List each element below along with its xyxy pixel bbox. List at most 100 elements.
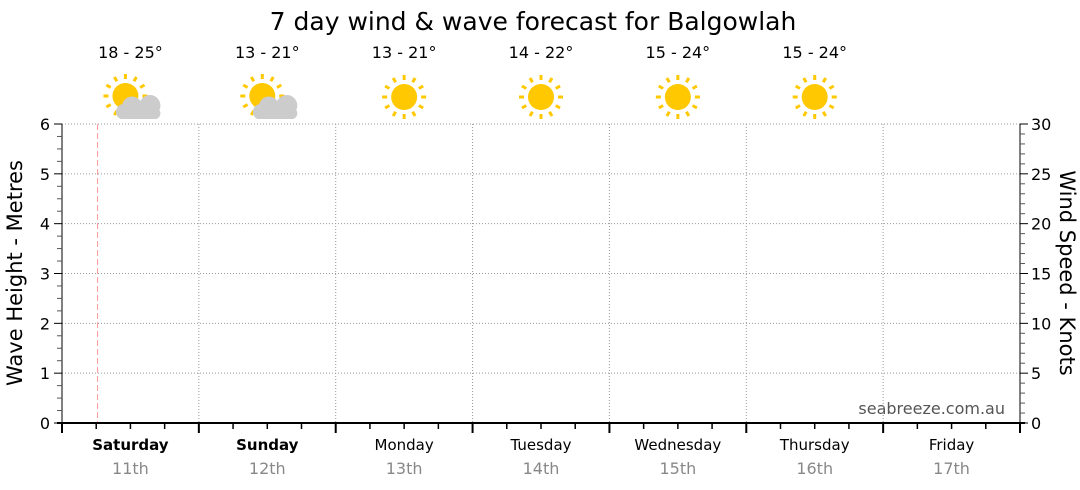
sun-ray (391, 77, 397, 84)
sun-disc (391, 84, 418, 110)
sunny-icon (655, 75, 700, 119)
sunny-icon (519, 75, 563, 119)
day-saturday: Saturday 11th 18 - 25° (92, 43, 169, 478)
sun-disc (801, 84, 828, 110)
sun-disc (528, 84, 554, 110)
y-tick-label: 4 (40, 215, 50, 234)
day-date: 17th (933, 459, 970, 478)
day-monday: Monday 13th 13 - 21° (372, 43, 437, 478)
y2-tick-label: 25 (1031, 165, 1051, 184)
sun-ray (528, 77, 534, 84)
y2-tick-label: 20 (1031, 215, 1051, 234)
sun-ray (411, 110, 417, 117)
y2-tick-label: 30 (1031, 115, 1051, 134)
sun-ray (821, 110, 828, 117)
sunny-icon (792, 75, 837, 119)
sun-ray (113, 76, 119, 83)
sun-ray (828, 104, 835, 110)
sun-ray (105, 83, 112, 89)
day-temperature: 13 - 21° (372, 43, 437, 62)
sun-ray (528, 110, 534, 117)
y2-tick-label: 0 (1031, 414, 1041, 433)
day-name: Thursday (779, 436, 850, 454)
sun-ray (384, 104, 391, 110)
day-date: 15th (659, 459, 696, 478)
sun-ray (802, 77, 808, 84)
y2-tick-label: 10 (1031, 314, 1051, 333)
y-tick-label: 2 (40, 314, 50, 333)
day-wednesday: Wednesday 15th 15 - 24° (634, 43, 721, 478)
day-name: Friday (929, 436, 975, 454)
day-sunday: Sunday 12th 13 - 21° (235, 43, 300, 478)
sun-ray (828, 84, 835, 90)
sun-ray (276, 83, 283, 89)
y-tick-label: 3 (40, 265, 50, 284)
sun-ray (249, 76, 256, 83)
y-axis-label: Wave Height - Metres (3, 160, 27, 386)
y-tick-label: 5 (40, 165, 50, 184)
day-temperature: 13 - 21° (235, 43, 300, 62)
sun-ray (554, 104, 561, 110)
sun-ray (418, 104, 424, 110)
sun-ray (521, 84, 528, 90)
sun-ray (691, 84, 698, 90)
sun-ray (242, 83, 249, 89)
day-name: Tuesday (509, 436, 571, 454)
day-temperature: 18 - 25° (98, 43, 163, 62)
day-date: 14th (523, 459, 560, 478)
day-date: 13th (386, 459, 423, 478)
sun-ray (105, 103, 112, 109)
sun-ray (658, 84, 664, 90)
sun-ray (794, 104, 801, 110)
sun-ray (411, 77, 417, 84)
partly-cloudy-icon (240, 74, 298, 119)
day-date: 12th (249, 459, 286, 478)
sun-ray (418, 84, 424, 90)
sun-ray (521, 104, 528, 110)
sun-ray (794, 84, 801, 90)
sun-ray (132, 76, 138, 83)
day-name: Wednesday (634, 436, 721, 454)
sun-ray (548, 110, 554, 117)
y2-tick-label: 5 (1031, 364, 1041, 383)
sun-ray (802, 110, 808, 117)
sun-ray (391, 110, 397, 117)
cloud-shape (252, 94, 298, 119)
sun-ray (384, 84, 391, 90)
day-friday: Friday 17th (929, 436, 975, 478)
sun-ray (665, 110, 671, 117)
day-tuesday: Tuesday 14th 14 - 22° (509, 43, 574, 478)
sun-ray (242, 103, 249, 109)
day-name: Sunday (236, 436, 299, 454)
sun-ray (685, 77, 691, 84)
day-name: Monday (375, 436, 434, 454)
day-name: Saturday (92, 436, 169, 454)
sunny-icon (382, 75, 427, 119)
day-date: 16th (796, 459, 833, 478)
sun-ray (685, 110, 691, 117)
partly-cloudy-icon (103, 74, 161, 119)
sun-ray (665, 77, 671, 84)
y-tick-label: 1 (40, 364, 50, 383)
sun-disc (664, 84, 691, 110)
day-temperature: 14 - 22° (509, 43, 574, 62)
y-tick-label: 0 (40, 414, 50, 433)
y2-tick-label: 15 (1031, 265, 1051, 284)
day-date: 11th (112, 459, 149, 478)
sun-ray (691, 104, 698, 110)
day-temperature: 15 - 24° (782, 43, 847, 62)
day-thursday: Thursday 16th 15 - 24° (779, 43, 850, 478)
sun-ray (821, 77, 828, 84)
sun-ray (554, 84, 561, 90)
day-temperature: 15 - 24° (646, 43, 711, 62)
sun-ray (548, 77, 554, 84)
sun-ray (139, 83, 146, 89)
sun-ray (269, 76, 275, 83)
y-tick-label: 6 (40, 115, 50, 134)
sun-ray (658, 104, 664, 110)
watermark: seabreeze.com.au (858, 399, 1005, 418)
y2-axis-label: Wind Speed - Knots (1055, 170, 1079, 375)
chart-title: 7 day wind & wave forecast for Balgowlah (270, 7, 797, 36)
